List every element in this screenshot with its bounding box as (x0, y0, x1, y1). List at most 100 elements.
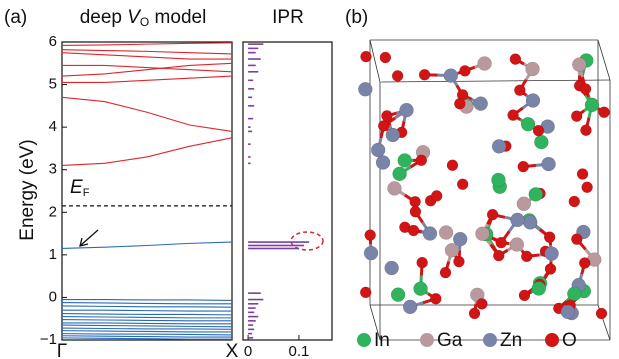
y-axis-label: Energy (eV) (17, 139, 38, 240)
band-line (62, 76, 232, 82)
band-line (62, 317, 232, 318)
legend-label: O (562, 330, 577, 351)
atom (542, 157, 556, 171)
y-tick-label: 0 (49, 288, 57, 305)
ipr-bar (248, 329, 254, 331)
atom (453, 256, 464, 267)
atom (519, 290, 530, 301)
ipr-bar (248, 43, 263, 45)
ipr-bar (248, 248, 299, 250)
atom (517, 197, 531, 211)
atom (476, 298, 487, 309)
atom (532, 282, 546, 296)
x-tick-label: X (226, 341, 239, 359)
ipr-bar (248, 303, 258, 305)
atom (521, 251, 532, 262)
atom (371, 143, 385, 157)
ipr-bar (248, 320, 256, 322)
atom (521, 117, 535, 131)
ipr-bar (248, 163, 251, 165)
x-tick-label: 0.1 (289, 343, 310, 359)
atom (391, 288, 405, 302)
ipr-bar (248, 324, 253, 326)
atom (571, 111, 582, 122)
band-line (62, 138, 232, 166)
band-line (62, 97, 232, 131)
title-sub: O (140, 15, 149, 29)
band-line (62, 334, 232, 335)
ipr-bar (248, 118, 253, 120)
atom (459, 65, 470, 76)
band-line (62, 328, 232, 329)
atom (585, 98, 599, 112)
atom (410, 196, 421, 207)
legend-label: In (374, 330, 390, 351)
atom (493, 250, 504, 261)
cell-edge (598, 40, 610, 80)
atom (534, 135, 548, 149)
atom (580, 125, 591, 136)
ipr-bar (248, 312, 254, 314)
ipr-bar (248, 307, 256, 309)
plot-frame (243, 42, 332, 340)
atom (400, 103, 414, 117)
atom (596, 308, 607, 319)
atom (561, 305, 575, 319)
atom (386, 128, 400, 142)
band-line (62, 65, 232, 71)
band-line (62, 323, 232, 324)
band-line (62, 310, 232, 311)
y-tick-label: 6 (49, 33, 57, 50)
atom (526, 94, 540, 108)
atom (526, 62, 540, 76)
atom (387, 181, 401, 195)
ipr-bar (248, 299, 263, 301)
legend-label: Ga (437, 330, 463, 351)
ipr-bar (248, 58, 261, 60)
atom (510, 238, 524, 252)
atom (439, 226, 453, 240)
atom (533, 125, 544, 136)
x-tick-label: Γ (57, 341, 67, 359)
atom (567, 287, 581, 301)
atom (580, 83, 591, 94)
ipr-bar (248, 71, 258, 73)
atom (577, 169, 588, 180)
atom (496, 237, 507, 248)
ipr-bar (248, 105, 254, 107)
atom (582, 182, 593, 193)
atom (393, 167, 407, 181)
atom (430, 293, 441, 304)
ipr-bar (248, 88, 254, 90)
atom (510, 54, 521, 65)
atom (569, 196, 580, 207)
atom (478, 57, 492, 71)
atom (572, 58, 586, 72)
atom (410, 206, 421, 217)
atom (417, 257, 428, 268)
atom (508, 110, 519, 121)
atom (545, 263, 556, 274)
figure: (a) deep VO model IPR Energy (eV) (b) −1… (0, 0, 619, 359)
atom (599, 107, 610, 118)
fermi-e: E (70, 177, 83, 198)
atom (571, 234, 582, 245)
panel-label: (b) (345, 7, 368, 28)
panel-label: (a) (4, 7, 27, 28)
ipr-bar (248, 52, 256, 54)
ipr-bar (248, 337, 253, 339)
atom (408, 225, 419, 236)
band-line (62, 336, 232, 337)
atom (523, 215, 537, 229)
atom (423, 227, 437, 241)
ipr-bar (248, 48, 258, 50)
page: {"chart_data": [ {"type": "line", "panel… (0, 0, 619, 359)
y-tick-label: 5 (49, 76, 57, 93)
atom (360, 287, 371, 298)
atom (378, 120, 389, 131)
atom (474, 97, 488, 111)
atom (392, 70, 403, 81)
ipr-bar (248, 80, 253, 82)
band-line (62, 331, 232, 332)
legend-swatch (483, 333, 497, 347)
